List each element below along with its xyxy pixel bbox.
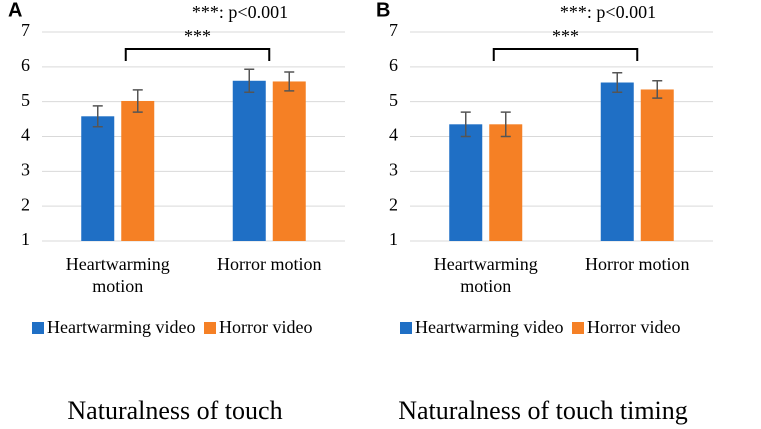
y-tick-label: 3 <box>21 159 30 179</box>
x-tick-label: Heartwarming motion <box>65 254 170 296</box>
panel-label: A <box>8 0 22 21</box>
legend-label: Heartwarming video <box>415 317 563 337</box>
y-tick-label: 5 <box>21 90 30 110</box>
y-tick-label: 3 <box>389 159 398 179</box>
legend-swatch <box>32 322 44 334</box>
significance-bracket <box>492 48 639 61</box>
error-bar <box>92 105 103 128</box>
bar <box>489 124 523 241</box>
x-tick-label: Heartwarming motion <box>433 254 538 296</box>
bar <box>640 89 674 241</box>
x-tick-label: Horror motion <box>585 254 690 274</box>
legend-swatch <box>572 322 584 334</box>
y-tick-label: 6 <box>21 55 30 75</box>
error-bar <box>284 71 295 92</box>
legend-swatch <box>204 322 216 334</box>
annotation: ***: p<0.001 <box>560 2 656 22</box>
y-tick-label: 2 <box>21 194 30 214</box>
y-tick-label: 1 <box>21 229 30 249</box>
error-bar <box>652 80 663 99</box>
y-tick-label: 7 <box>21 20 30 40</box>
error-bar <box>612 72 623 94</box>
bar <box>121 100 155 241</box>
bar <box>600 82 634 241</box>
legend-label: Horror video <box>219 317 312 337</box>
error-bar <box>244 68 255 94</box>
bar <box>272 81 306 241</box>
legend-swatch <box>400 322 412 334</box>
y-tick-label: 1 <box>389 229 398 249</box>
bar <box>232 80 266 242</box>
y-tick-label: 6 <box>389 55 398 75</box>
y-tick-label: 5 <box>389 90 398 110</box>
x-tick-label: Horror motion <box>217 254 322 274</box>
y-tick-label: 4 <box>21 125 30 145</box>
y-tick-label: 4 <box>389 125 398 145</box>
significance-bracket <box>124 48 271 61</box>
panel-label: B <box>376 0 390 21</box>
y-tick-label: 7 <box>389 20 398 40</box>
significance-label: *** <box>184 26 211 46</box>
error-bar <box>500 111 511 138</box>
annotation: ***: p<0.001 <box>192 2 288 22</box>
error-bar <box>132 89 143 113</box>
chart-title: Naturalness of touch <box>67 396 282 425</box>
error-bar <box>460 111 471 138</box>
legend-label: Heartwarming video <box>47 317 195 337</box>
bar <box>81 116 115 241</box>
y-tick-label: 2 <box>389 194 398 214</box>
significance-label: *** <box>552 26 579 46</box>
bar <box>449 124 483 241</box>
chart-title: Naturalness of touch timing <box>398 396 688 425</box>
legend-label: Horror video <box>587 317 680 337</box>
